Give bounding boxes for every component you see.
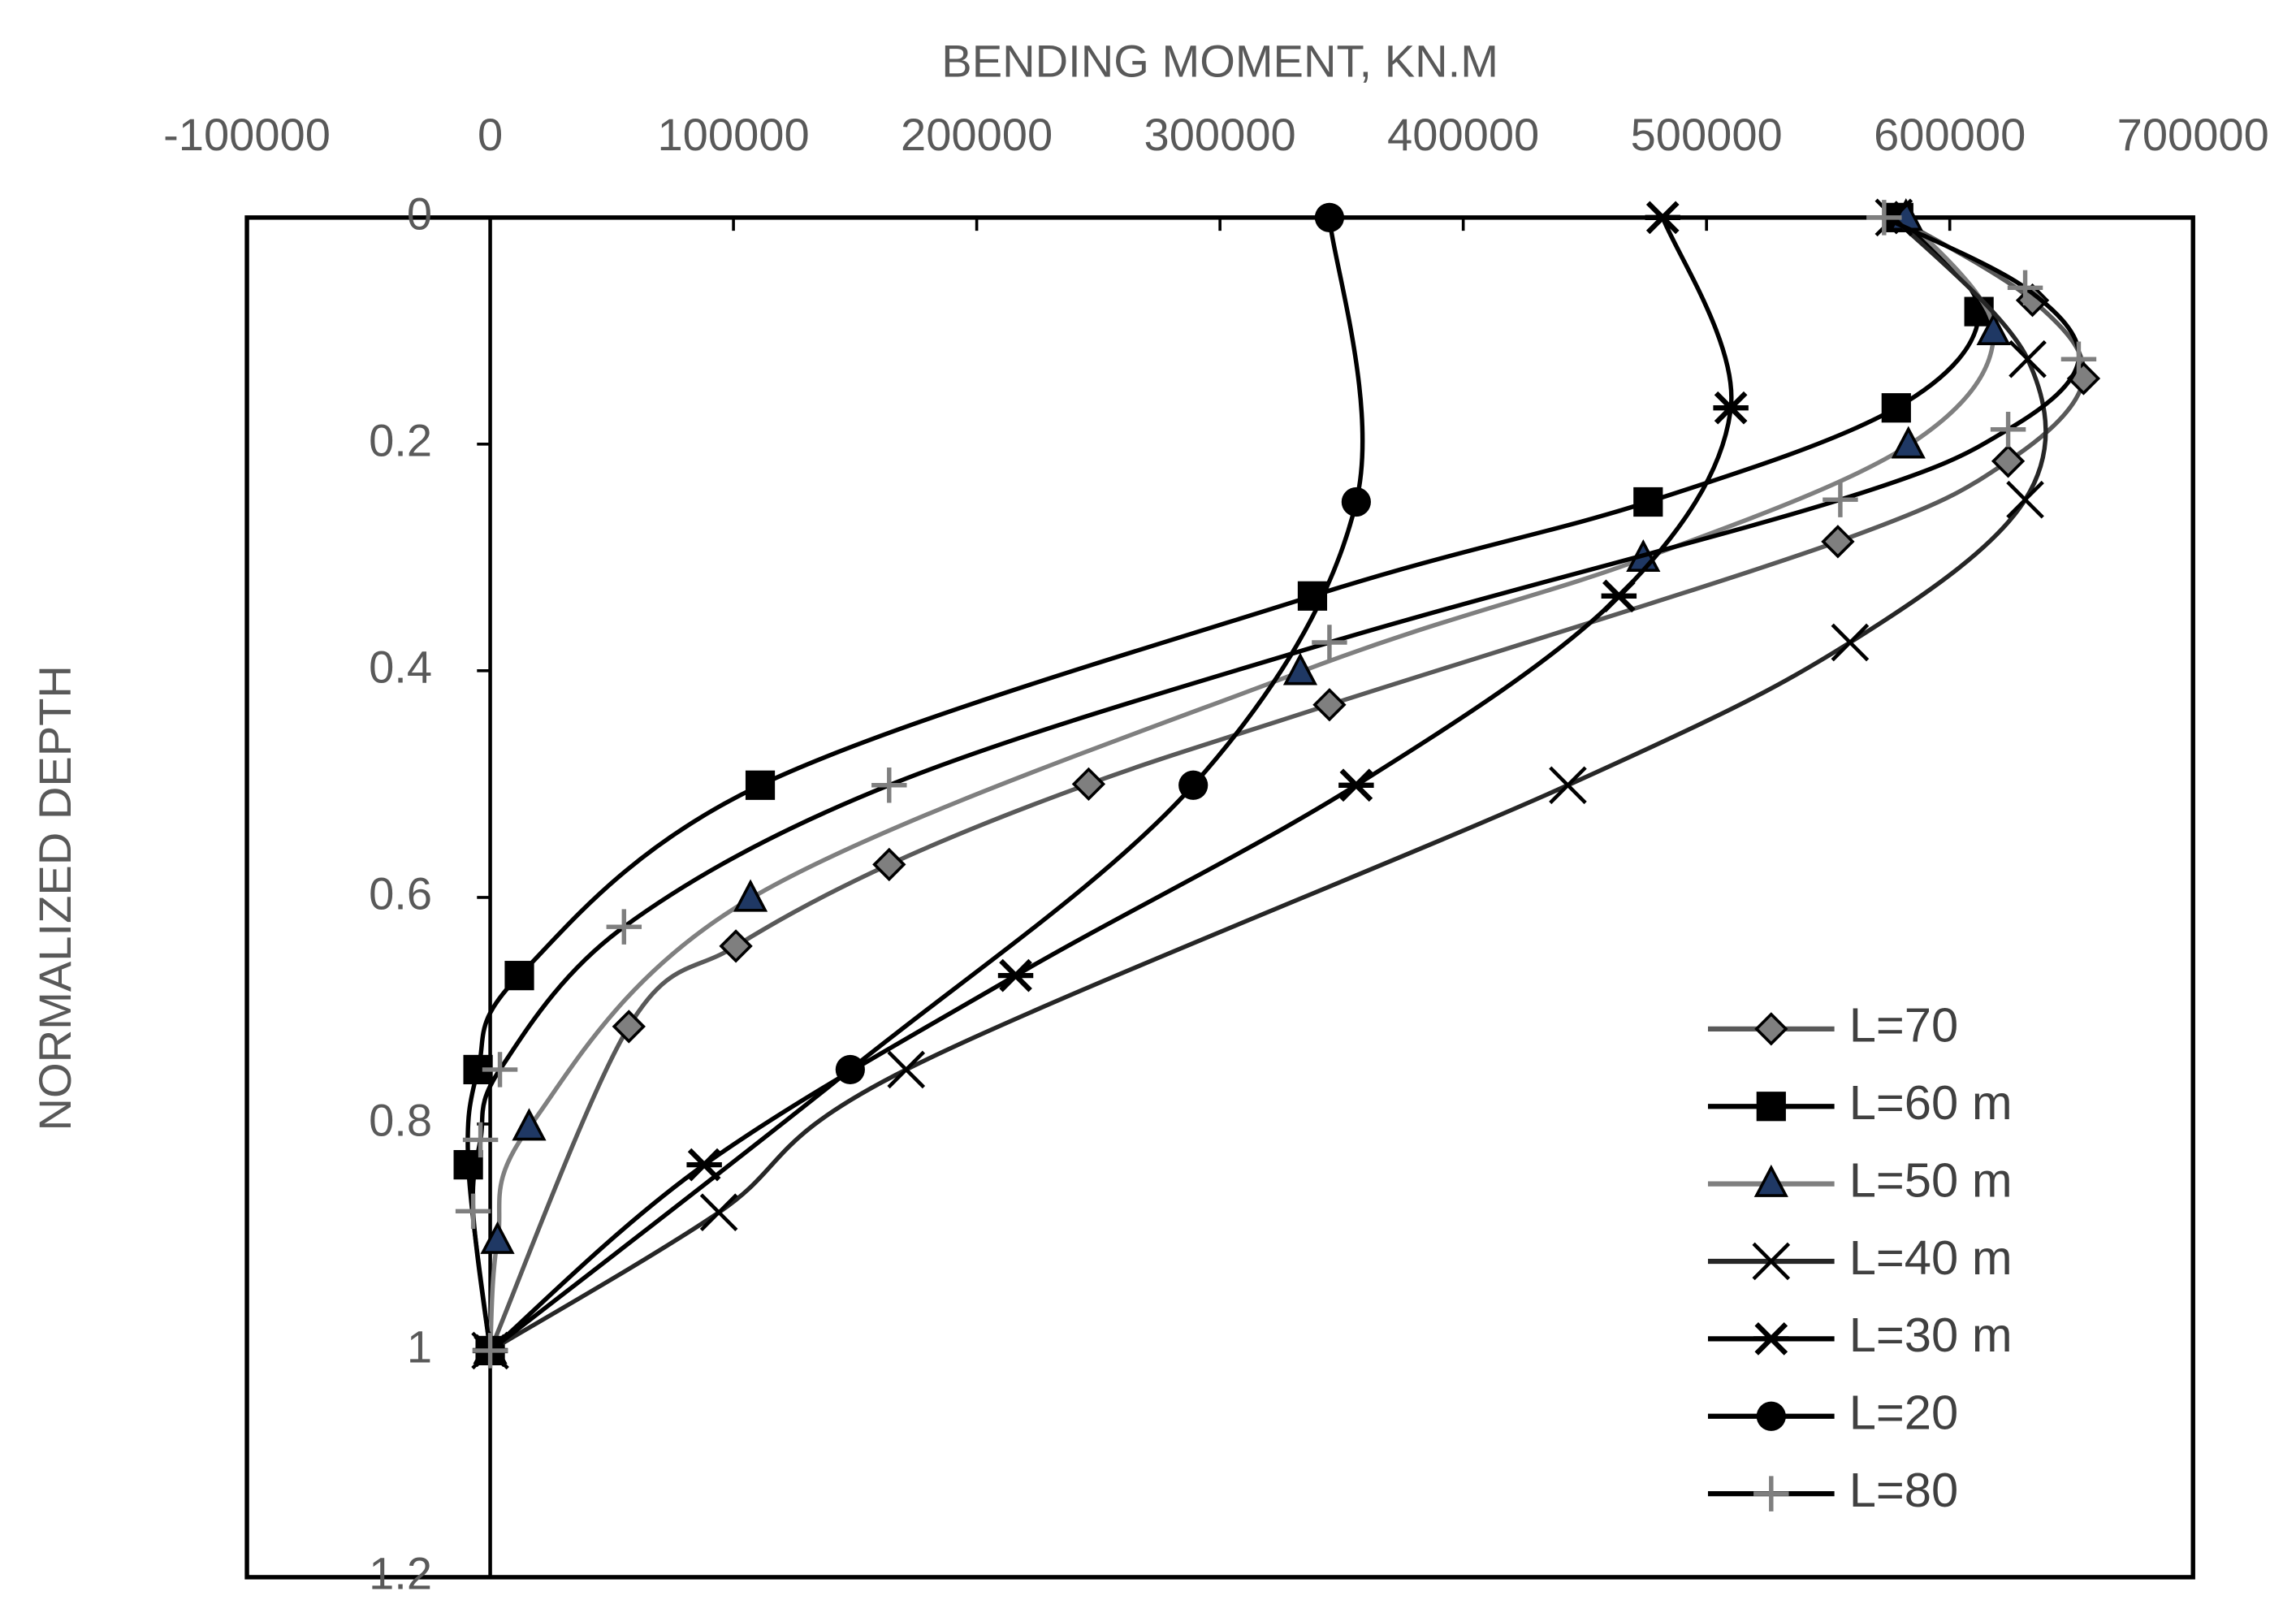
marker <box>1338 768 1374 802</box>
marker <box>1752 1242 1791 1281</box>
x-tick-label: 200000 <box>901 109 1053 160</box>
marker <box>1341 486 1371 517</box>
marker <box>606 909 642 945</box>
marker <box>2006 480 2044 519</box>
x-tick-label: 300000 <box>1144 109 1296 160</box>
y-tick-label: 0.4 <box>369 642 432 693</box>
marker <box>1753 1322 1789 1356</box>
marker <box>871 768 907 803</box>
y-tick-label: 0.8 <box>369 1095 432 1146</box>
marker <box>612 1010 646 1044</box>
y-tick-label: 0.6 <box>369 868 432 919</box>
marker <box>1831 623 1870 662</box>
marker <box>2007 270 2043 306</box>
marker <box>1753 1164 1788 1197</box>
marker <box>1990 412 2026 448</box>
marker <box>745 770 776 800</box>
marker <box>1071 767 1106 802</box>
marker <box>1645 201 1680 235</box>
legend-label: L=70 <box>1849 998 1959 1053</box>
marker <box>997 958 1034 992</box>
legend-label: L=20 <box>1849 1386 1959 1440</box>
x-tick-label: 500000 <box>1631 109 1783 160</box>
marker <box>1891 426 1926 459</box>
marker <box>1753 1476 1789 1511</box>
marker <box>2060 341 2097 377</box>
marker <box>2008 339 2047 378</box>
y-tick-label: 0.2 <box>369 415 432 466</box>
marker <box>480 1221 515 1254</box>
marker <box>1866 200 1902 236</box>
marker <box>719 929 753 963</box>
x-axis-title: BENDING MOMENT, KN.M <box>941 35 1498 86</box>
marker <box>1314 202 1345 232</box>
marker <box>504 961 534 991</box>
x-tick-label: 100000 <box>657 109 809 160</box>
marker <box>482 1052 518 1088</box>
marker <box>512 1108 547 1141</box>
marker <box>887 1050 926 1089</box>
legend-label: L=40 m <box>1849 1230 2013 1285</box>
marker <box>1976 312 2011 346</box>
marker <box>1991 444 2026 478</box>
marker <box>1312 625 1347 660</box>
marker <box>472 1333 508 1369</box>
marker <box>733 879 768 912</box>
series-line <box>470 215 2082 1351</box>
marker <box>1312 688 1347 722</box>
marker <box>1601 579 1637 613</box>
x-tick-label: -100000 <box>163 109 331 160</box>
marker <box>1756 1092 1786 1122</box>
marker <box>835 1054 865 1085</box>
y-tick-label: 1 <box>407 1321 432 1373</box>
plot-root: BENDING MOMENT, KN.M NORMALIZED DEPTH -1… <box>29 35 2269 1598</box>
x-tick-label: 0 <box>478 109 503 160</box>
legend-label: L=30 m <box>1849 1308 2013 1362</box>
marker <box>1881 393 1911 423</box>
x-tick-label: 400000 <box>1387 109 1539 160</box>
marker <box>1713 391 1749 425</box>
marker <box>699 1193 738 1232</box>
marker <box>872 847 906 882</box>
y-tick-label: 1.2 <box>369 1548 432 1599</box>
legend-label: L=60 m <box>1849 1075 2013 1130</box>
legend-label: L=80 <box>1849 1463 1959 1517</box>
marker <box>1282 652 1318 685</box>
marker <box>1754 1012 1788 1046</box>
x-tick-label: 600000 <box>1874 109 2026 160</box>
y-tick-label: 0 <box>407 188 432 240</box>
y-axis-title: NORMALIZED DEPTH <box>29 665 80 1131</box>
marker <box>1821 525 1855 559</box>
legend-label: L=50 m <box>1849 1152 2013 1207</box>
series-line <box>488 217 1365 1353</box>
marker <box>455 1193 491 1230</box>
marker <box>1633 486 1663 517</box>
marker <box>462 1122 499 1158</box>
marker <box>1823 482 1858 517</box>
marker <box>1756 1401 1786 1431</box>
marker <box>1178 770 1209 800</box>
marker <box>1549 766 1587 805</box>
x-tick-label: 700000 <box>2117 109 2269 160</box>
